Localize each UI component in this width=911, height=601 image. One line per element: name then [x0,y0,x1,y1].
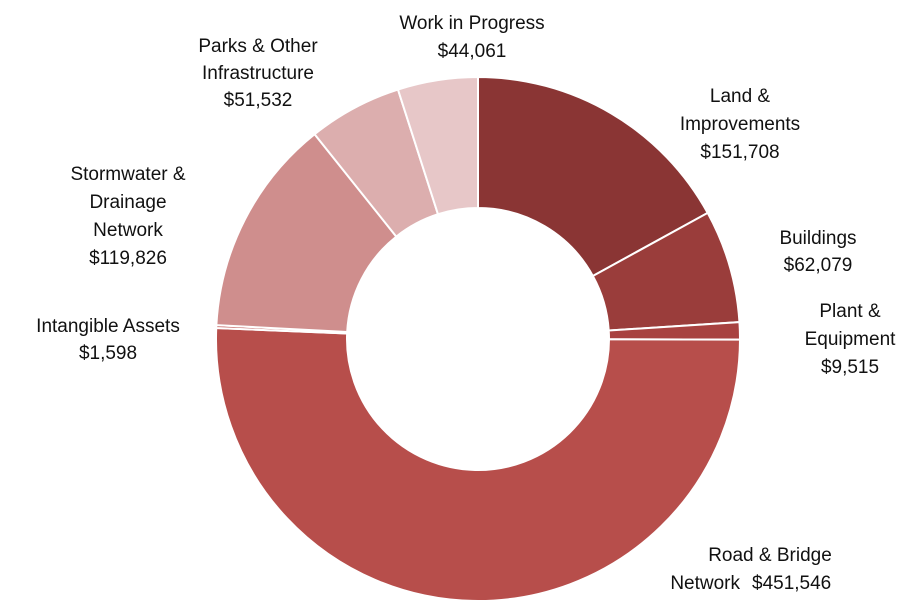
category-label: Equipment [805,329,897,350]
value-label: $44,061 [438,41,507,62]
category-label: Network [670,573,740,594]
donut-segment [396,75,479,216]
donut-segment [215,326,742,601]
value-label: $151,708 [700,142,779,163]
category-label: Buildings [779,228,856,249]
category-label: Road & Bridge [708,545,832,566]
category-label: Land & [710,86,771,107]
category-label: Improvements [680,114,800,135]
category-label: Stormwater & [70,164,185,185]
category-label: Plant & [819,301,881,322]
value-label: $51,532 [224,90,293,111]
value-label: $451,546 [752,573,831,594]
category-label: Drainage [89,192,166,213]
value-label: $62,079 [784,255,853,276]
category-label: Parks & Other [198,36,318,57]
category-label: Work in Progress [399,13,544,34]
donut-segment [215,132,398,334]
category-label: Intangible Assets [36,316,180,337]
value-label: $1,598 [79,343,137,364]
category-label: Infrastructure [202,63,314,84]
category-label: Network [93,220,163,241]
value-label: $119,826 [89,248,167,269]
donut-segment [477,75,710,278]
value-label: $9,515 [821,357,879,378]
